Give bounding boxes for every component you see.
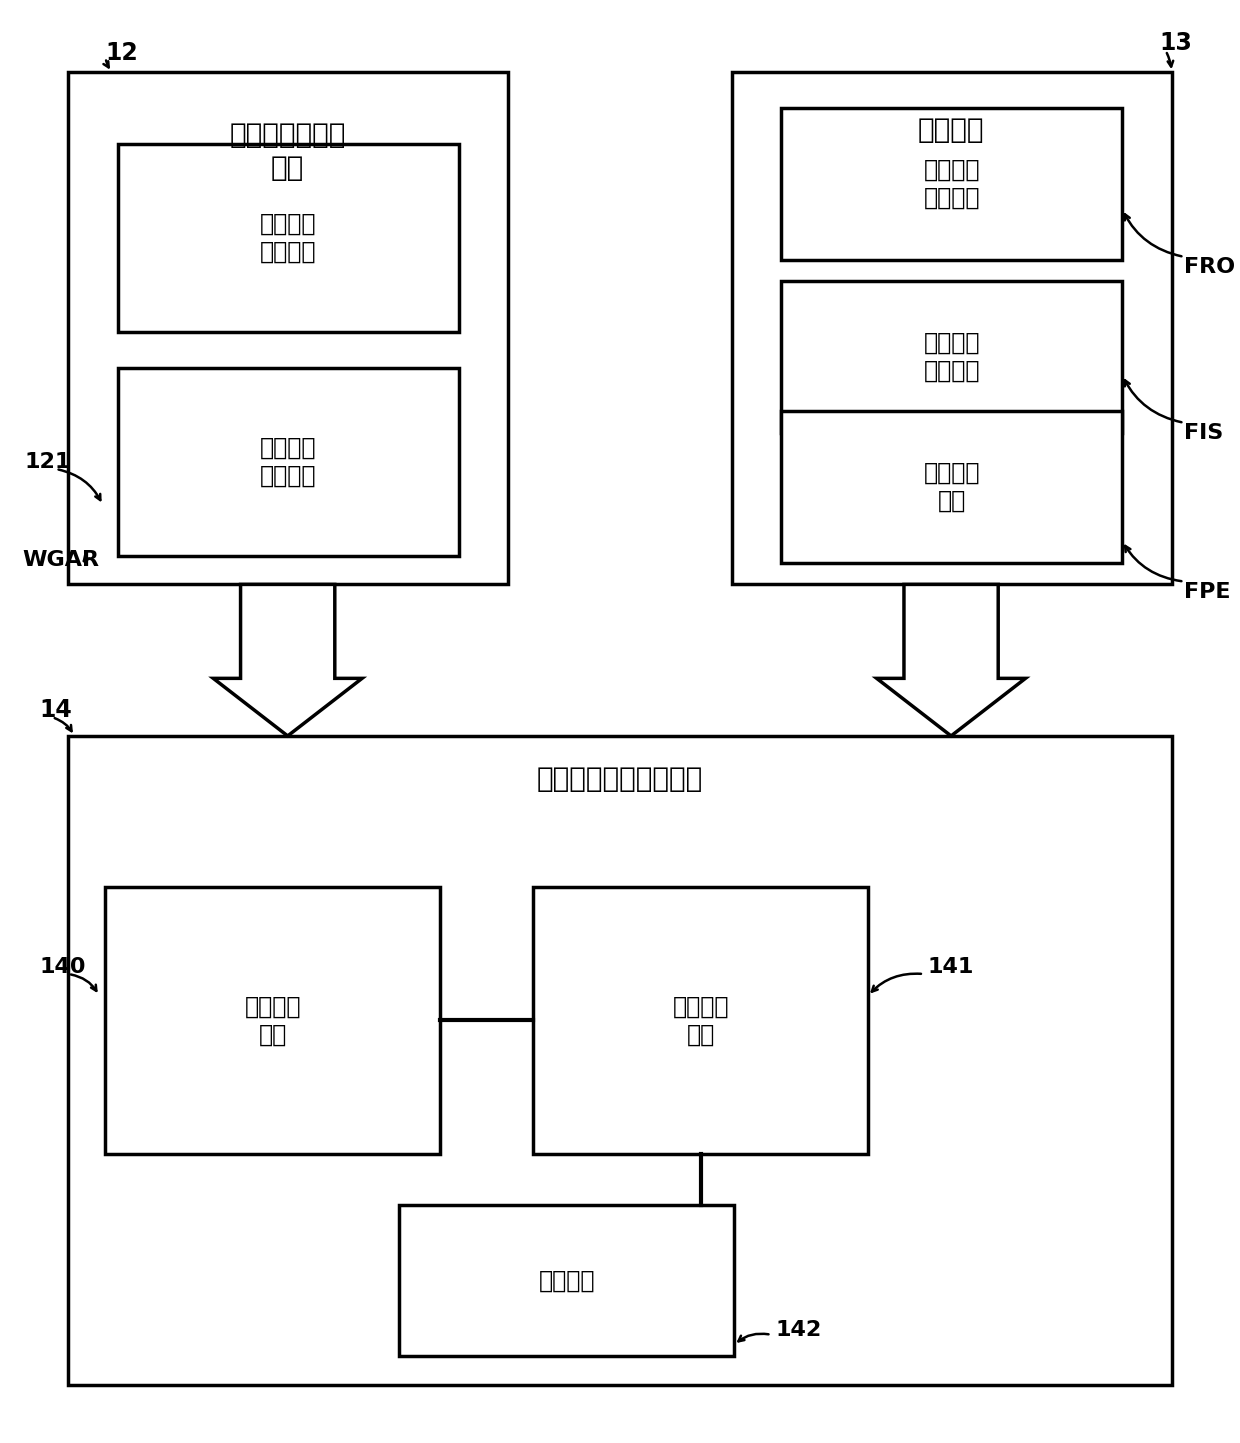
- Text: 人体异常活动判断模块: 人体异常活动判断模块: [537, 765, 703, 794]
- Bar: [399, 1205, 734, 1356]
- Bar: [781, 281, 1122, 433]
- Polygon shape: [213, 584, 362, 736]
- Text: FIS: FIS: [1184, 423, 1224, 443]
- Text: 121: 121: [25, 452, 71, 472]
- Bar: [68, 72, 508, 584]
- Text: 腕部运动
侦测单元: 腕部运动 侦测单元: [260, 212, 316, 264]
- Text: 140: 140: [40, 957, 87, 977]
- Text: 摄像模块: 摄像模块: [918, 115, 985, 144]
- Text: 142: 142: [775, 1320, 821, 1341]
- Text: 数据同步
单元: 数据同步 单元: [244, 996, 301, 1046]
- Text: 姿势预估
单元: 姿势预估 单元: [924, 462, 980, 512]
- Text: 数据融合
单元: 数据融合 单元: [672, 996, 729, 1046]
- Text: 第二情境
识别单元: 第二情境 识别单元: [924, 332, 980, 382]
- Text: 第二物件
识别单元: 第二物件 识别单元: [924, 159, 980, 209]
- Text: FPE: FPE: [1184, 582, 1230, 602]
- Text: 14: 14: [40, 698, 72, 722]
- Bar: [781, 108, 1122, 260]
- Text: WGAR: WGAR: [22, 550, 99, 570]
- Bar: [118, 144, 459, 332]
- Bar: [68, 736, 1172, 1385]
- Bar: [781, 411, 1122, 563]
- Polygon shape: [877, 584, 1025, 736]
- Bar: [105, 887, 440, 1154]
- Text: 腕部行为
识别单元: 腕部行为 识别单元: [260, 436, 316, 488]
- Text: 12: 12: [105, 42, 138, 65]
- Bar: [118, 368, 459, 556]
- Text: 第二穿戴式电子
设备: 第二穿戴式电子 设备: [229, 121, 346, 182]
- Bar: [533, 887, 868, 1154]
- Text: 13: 13: [1159, 32, 1193, 55]
- Text: 决策单元: 决策单元: [538, 1268, 595, 1293]
- Bar: [732, 72, 1172, 584]
- Text: 141: 141: [928, 957, 973, 977]
- Text: FRO: FRO: [1184, 257, 1235, 277]
